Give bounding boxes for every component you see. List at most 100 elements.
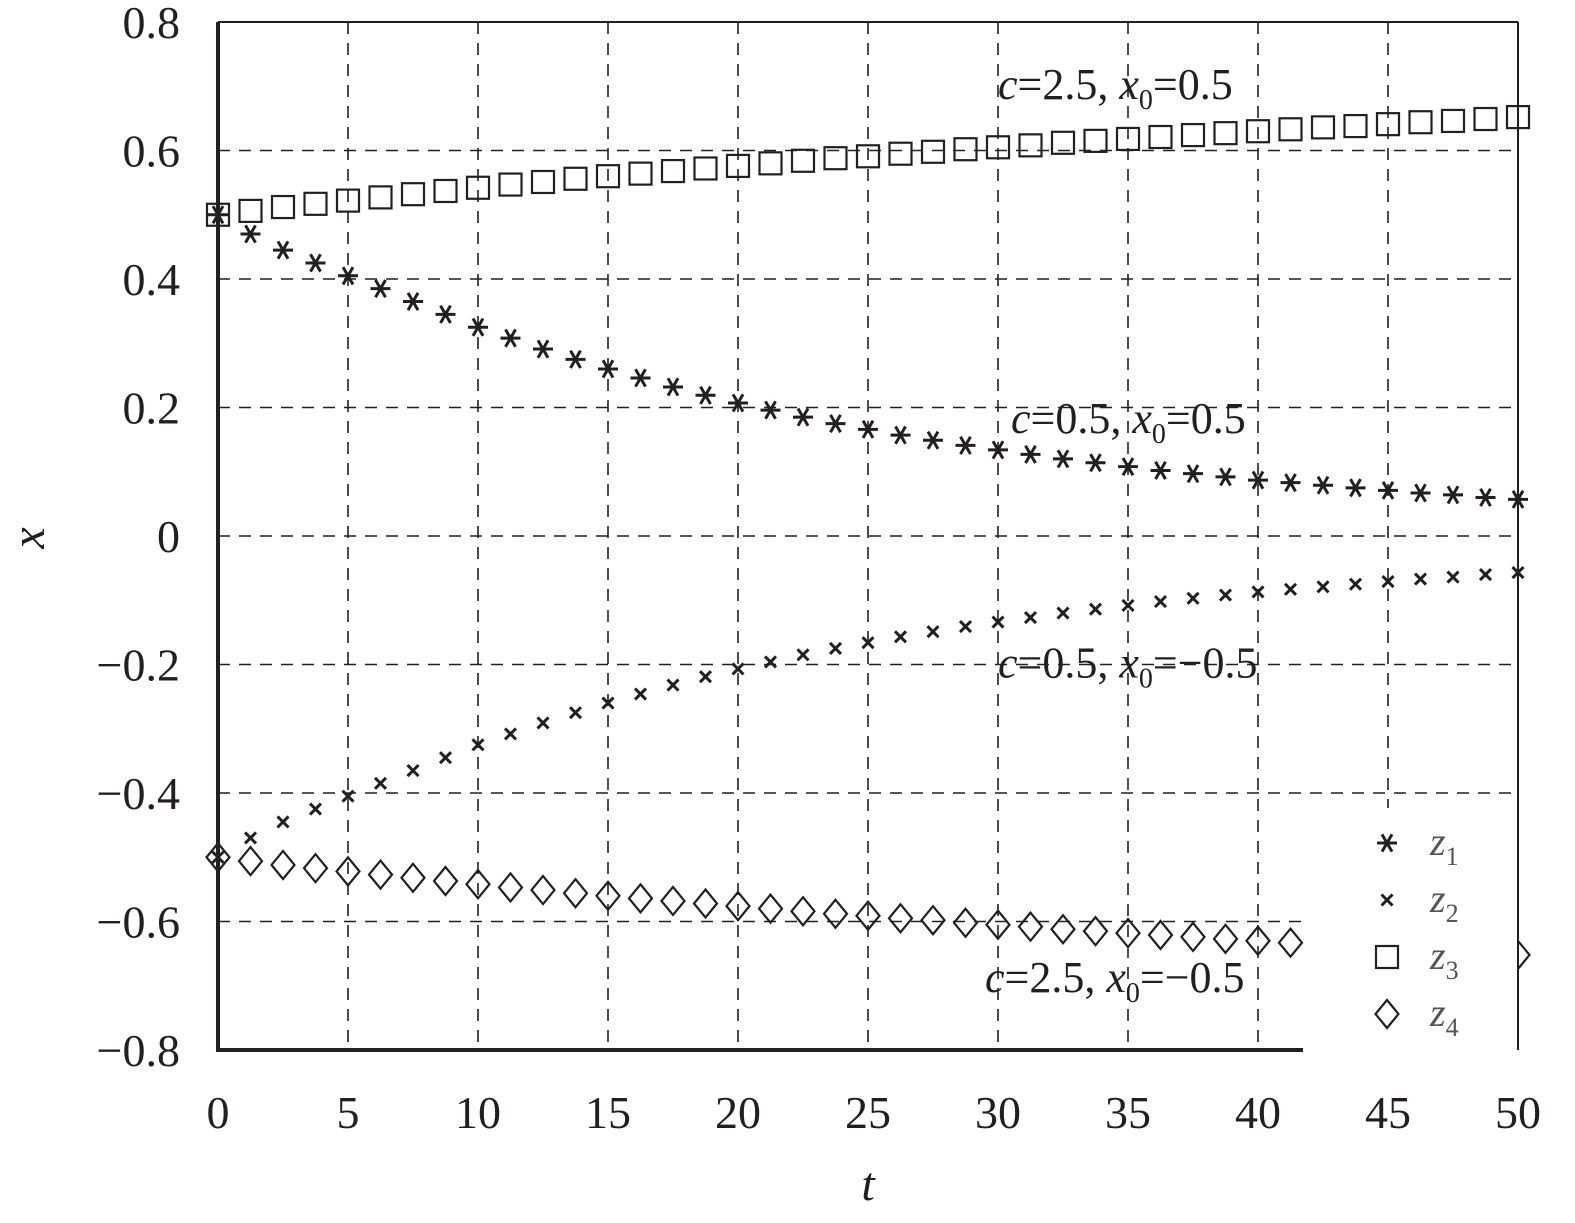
data-point-z1 xyxy=(695,385,716,405)
data-point-z1 xyxy=(1215,467,1236,487)
data-point-z4 xyxy=(1115,917,1141,949)
x-tick-label: 40 xyxy=(1235,1087,1281,1138)
data-point-z1 xyxy=(305,253,326,273)
y-tick-label: 0.8 xyxy=(123,0,181,48)
legend-marker xyxy=(1377,833,1397,853)
data-point-z3 xyxy=(1050,130,1076,155)
data-point-z3 xyxy=(530,169,556,195)
data-point-z1 xyxy=(1410,483,1431,503)
data-point-z4 xyxy=(432,865,459,897)
data-point-z3 xyxy=(563,166,588,191)
data-point-z3 xyxy=(758,151,783,176)
data-point-z1 xyxy=(1183,464,1203,484)
series-z1 xyxy=(208,205,1528,509)
data-point-z1 xyxy=(1345,478,1366,498)
legend-label: z3 xyxy=(1429,933,1459,985)
data-point-z2 xyxy=(698,670,713,684)
data-point-z1 xyxy=(1053,449,1073,469)
data-point-z1 xyxy=(890,425,911,445)
data-point-z2 xyxy=(926,625,940,639)
data-point-z3 xyxy=(953,137,978,162)
data-point-z3 xyxy=(790,148,816,173)
data-point-z3 xyxy=(1083,128,1108,153)
data-point-z2 xyxy=(633,687,648,701)
data-point-z1 xyxy=(403,292,423,311)
data-point-z2 xyxy=(763,655,778,669)
data-point-z1 xyxy=(760,400,781,420)
data-point-z2 xyxy=(1446,570,1460,584)
data-point-z4 xyxy=(302,852,329,884)
data-point-z3 xyxy=(595,164,621,189)
y-tick-label: 0.6 xyxy=(123,126,181,177)
data-point-z1 xyxy=(1378,480,1398,500)
data-point-z2 xyxy=(666,678,680,692)
x-tick-label: 50 xyxy=(1495,1087,1541,1138)
data-point-z3 xyxy=(693,156,718,181)
data-point-z2 xyxy=(1056,606,1070,620)
data-point-z2 xyxy=(341,789,355,803)
data-point-z4 xyxy=(1147,919,1174,951)
y-tick-labels: 0.8 0.6 0.4 0.2 0 −0.2 −0.4 −0.6 −0.8 xyxy=(97,0,180,1076)
data-point-z2 xyxy=(601,696,615,710)
series-z4 xyxy=(205,841,1531,971)
data-point-z3 xyxy=(400,182,426,207)
data-point-z1 xyxy=(1443,485,1463,505)
data-markers xyxy=(205,104,1531,971)
y-tick-label: 0.4 xyxy=(123,254,181,305)
data-point-z4 xyxy=(1082,915,1109,947)
data-point-z2 xyxy=(893,630,908,644)
data-point-z1 xyxy=(565,349,586,369)
data-point-z3 xyxy=(1473,106,1498,132)
data-point-z2 xyxy=(471,738,485,752)
y-tick-label: 0 xyxy=(157,511,180,562)
data-point-z3 xyxy=(888,141,913,166)
data-point-z2 xyxy=(1413,572,1428,586)
data-point-z3 xyxy=(1213,121,1238,146)
data-point-z3 xyxy=(433,178,458,204)
data-point-z1 xyxy=(858,419,878,439)
data-point-z2 xyxy=(1348,577,1363,591)
data-point-z2 xyxy=(503,727,518,741)
data-point-z1 xyxy=(1280,473,1301,493)
x-axis-label: t xyxy=(861,1158,876,1211)
series-z2 xyxy=(211,566,1525,864)
data-point-z4 xyxy=(400,862,426,894)
data-point-z1 xyxy=(500,328,521,348)
data-point-z4 xyxy=(790,895,816,927)
data-point-z1 xyxy=(923,430,943,450)
data-point-z2 xyxy=(1186,591,1200,605)
data-point-z3 xyxy=(1115,126,1141,152)
data-point-z2 xyxy=(1316,580,1330,594)
data-point-z2 xyxy=(1283,582,1298,596)
data-point-z3 xyxy=(1180,122,1206,148)
data-point-z4 xyxy=(920,904,946,936)
data-point-z2 xyxy=(796,648,810,662)
legend-label: z1 xyxy=(1429,819,1459,871)
data-point-z4 xyxy=(1050,913,1076,945)
data-point-z4 xyxy=(627,882,654,915)
data-point-z4 xyxy=(237,845,264,877)
y-axis-label: x xyxy=(2,527,55,549)
legend-marker xyxy=(1374,944,1400,970)
data-point-z3 xyxy=(920,139,946,164)
x-tick-label: 25 xyxy=(845,1087,891,1138)
annotation-label: c=0.5, x0=−0.5 xyxy=(998,638,1258,694)
y-tick-label: −0.6 xyxy=(97,897,180,948)
data-point-z3 xyxy=(1278,117,1303,142)
data-point-z2 xyxy=(406,763,420,778)
data-point-z2 xyxy=(1023,611,1038,625)
data-point-z3 xyxy=(1245,119,1271,144)
annotation-label: c=2.5, x0=−0.5 xyxy=(985,953,1245,1009)
data-point-z2 xyxy=(536,716,550,730)
data-point-z1 xyxy=(1313,475,1333,495)
data-point-z3 xyxy=(238,198,263,223)
data-point-z1 xyxy=(370,279,391,299)
legend-marker xyxy=(1380,893,1394,907)
data-point-z1 xyxy=(273,240,293,260)
data-point-z1 xyxy=(955,435,976,455)
data-point-z2 xyxy=(1088,602,1103,616)
data-point-z3 xyxy=(628,161,653,186)
data-point-z2 xyxy=(1478,567,1493,582)
x-tick-label: 15 xyxy=(585,1087,631,1138)
data-point-z1 xyxy=(240,224,261,244)
